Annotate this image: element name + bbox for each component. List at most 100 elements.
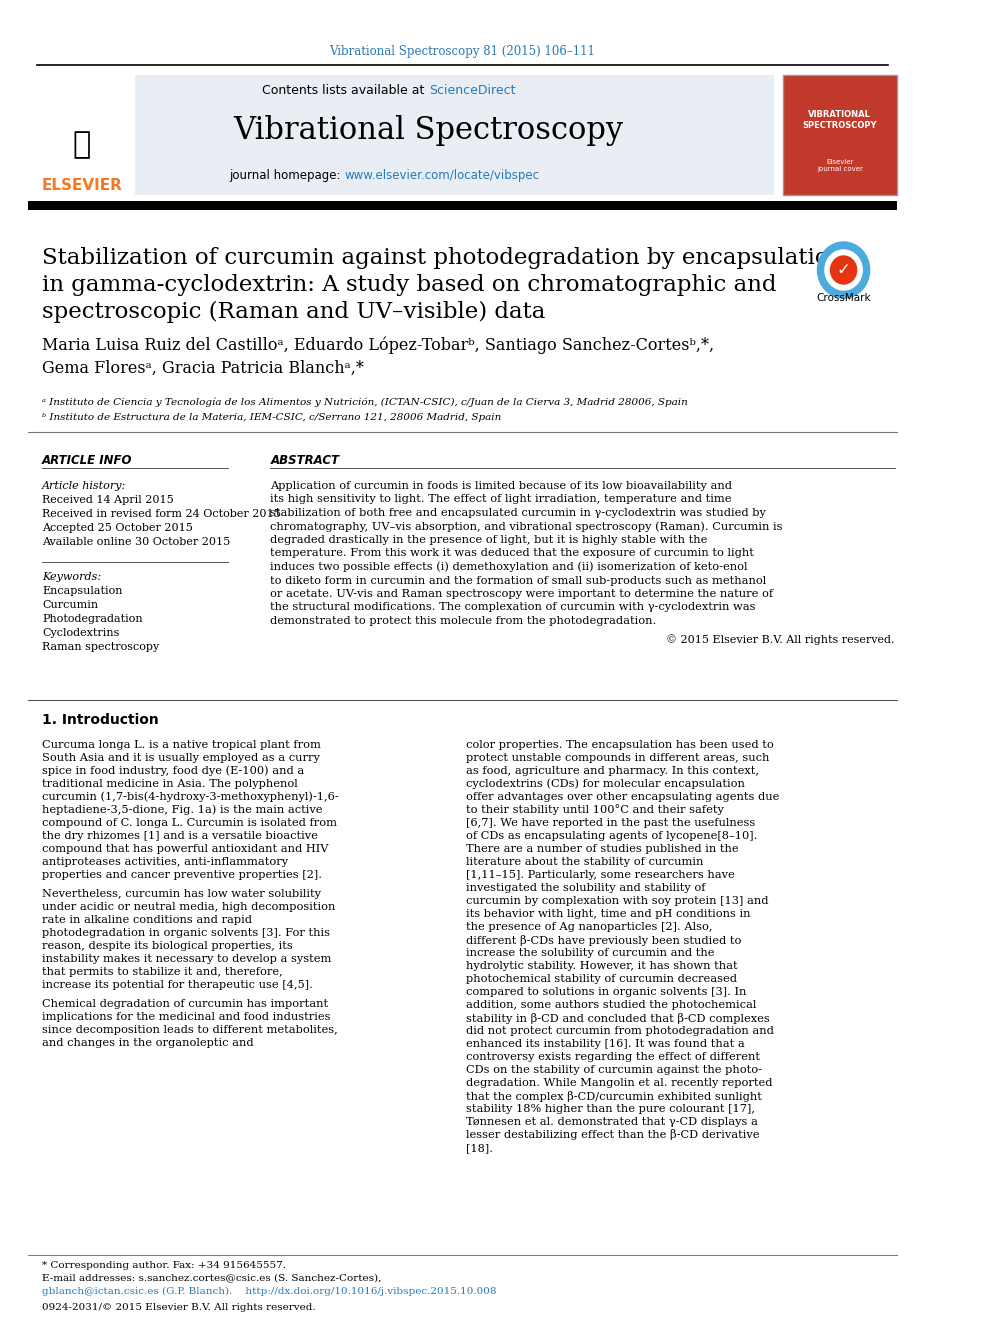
Text: Accepted 25 October 2015: Accepted 25 October 2015 xyxy=(42,523,192,533)
Text: under acidic or neutral media, high decomposition: under acidic or neutral media, high deco… xyxy=(42,902,335,912)
Text: and changes in the organoleptic and: and changes in the organoleptic and xyxy=(42,1039,254,1048)
Text: * Corresponding author. Fax: +34 915645557.: * Corresponding author. Fax: +34 9156455… xyxy=(42,1261,286,1270)
Text: photochemical stability of curcumin decreased: photochemical stability of curcumin decr… xyxy=(466,974,737,984)
Text: controversy exists regarding the effect of different: controversy exists regarding the effect … xyxy=(466,1052,760,1062)
Text: Received in revised form 24 October 2015: Received in revised form 24 October 2015 xyxy=(42,509,281,519)
Text: to their stability until 100°C and their safety: to their stability until 100°C and their… xyxy=(466,804,724,815)
Circle shape xyxy=(825,250,862,290)
Text: South Asia and it is usually employed as a curry: South Asia and it is usually employed as… xyxy=(42,753,319,763)
Text: instability makes it necessary to develop a system: instability makes it necessary to develo… xyxy=(42,954,331,964)
Text: degradation. While Mangolin et al. recently reported: degradation. While Mangolin et al. recen… xyxy=(466,1078,773,1088)
Text: Vibrational Spectroscopy 81 (2015) 106–111: Vibrational Spectroscopy 81 (2015) 106–1… xyxy=(329,45,595,58)
Text: implications for the medicinal and food industries: implications for the medicinal and food … xyxy=(42,1012,330,1021)
Text: compared to solutions in organic solvents [3]. In: compared to solutions in organic solvent… xyxy=(466,987,746,998)
Text: literature about the stability of curcumin: literature about the stability of curcum… xyxy=(466,857,703,867)
Text: that permits to stabilize it and, therefore,: that permits to stabilize it and, theref… xyxy=(42,967,283,976)
FancyBboxPatch shape xyxy=(28,75,774,194)
Text: Photodegradation: Photodegradation xyxy=(42,614,143,624)
Text: heptadiene-3,5-dione, Fig. 1a) is the main active: heptadiene-3,5-dione, Fig. 1a) is the ma… xyxy=(42,804,322,815)
Text: CrossMark: CrossMark xyxy=(816,292,871,303)
Text: 0924-2031/© 2015 Elsevier B.V. All rights reserved.: 0924-2031/© 2015 Elsevier B.V. All right… xyxy=(42,1303,315,1312)
Text: Gema Floresᵃ, Gracia Patricia Blanchᵃ,*: Gema Floresᵃ, Gracia Patricia Blanchᵃ,* xyxy=(42,360,364,377)
Text: E-mail addresses: s.sanchez.cortes@csic.es (S. Sanchez-Cortes),: E-mail addresses: s.sanchez.cortes@csic.… xyxy=(42,1274,381,1282)
Text: to diketo form in curcumin and the formation of small sub-products such as metha: to diketo form in curcumin and the forma… xyxy=(270,576,767,586)
Text: enhanced its instability [16]. It was found that a: enhanced its instability [16]. It was fo… xyxy=(466,1039,745,1049)
Bar xyxy=(28,201,897,210)
Text: Maria Luisa Ruiz del Castilloᵃ, Eduardo López-Tobarᵇ, Santiago Sanchez-Cortesᵇ,*: Maria Luisa Ruiz del Castilloᵃ, Eduardo … xyxy=(42,336,714,353)
Text: Encapsulation: Encapsulation xyxy=(42,586,122,595)
Text: or acetate. UV-vis and Raman spectroscopy were important to determine the nature: or acetate. UV-vis and Raman spectroscop… xyxy=(270,589,774,599)
Text: ARTICLE INFO: ARTICLE INFO xyxy=(42,454,133,467)
Text: the structural modifications. The complexation of curcumin with γ-cyclodextrin w: the structural modifications. The comple… xyxy=(270,602,756,613)
Text: did not protect curcumin from photodegradation and: did not protect curcumin from photodegra… xyxy=(466,1027,774,1036)
Text: stability 18% higher than the pure colourant [17],: stability 18% higher than the pure colou… xyxy=(466,1103,755,1114)
Text: lesser destabilizing effect than the β-CD derivative: lesser destabilizing effect than the β-C… xyxy=(466,1130,760,1140)
Text: [18].: [18]. xyxy=(466,1143,493,1154)
Text: temperature. From this work it was deduced that the exposure of curcumin to ligh: temperature. From this work it was deduc… xyxy=(270,549,754,558)
Text: spice in food industry, food dye (E-100) and a: spice in food industry, food dye (E-100)… xyxy=(42,766,305,777)
Text: Curcumin: Curcumin xyxy=(42,601,98,610)
Text: curcumin by complexation with soy protein [13] and: curcumin by complexation with soy protei… xyxy=(466,896,769,906)
Text: compound that has powerful antioxidant and HIV: compound that has powerful antioxidant a… xyxy=(42,844,328,855)
Text: ✓: ✓ xyxy=(836,261,850,279)
Text: curcumin (1,7-bis(4-hydroxy-3-methoxyphenyl)-1,6-: curcumin (1,7-bis(4-hydroxy-3-methoxyphe… xyxy=(42,791,338,802)
Text: Article history:: Article history: xyxy=(42,482,126,491)
Text: 🌳: 🌳 xyxy=(72,131,91,160)
Text: color properties. The encapsulation has been used to: color properties. The encapsulation has … xyxy=(466,740,774,750)
Text: addition, some authors studied the photochemical: addition, some authors studied the photo… xyxy=(466,1000,757,1009)
Text: rate in alkaline conditions and rapid: rate in alkaline conditions and rapid xyxy=(42,916,252,925)
Text: ScienceDirect: ScienceDirect xyxy=(429,83,515,97)
Text: Available online 30 October 2015: Available online 30 October 2015 xyxy=(42,537,230,546)
Text: 1. Introduction: 1. Introduction xyxy=(42,713,159,728)
Text: Vibrational Spectroscopy: Vibrational Spectroscopy xyxy=(234,115,624,146)
Text: [6,7]. We have reported in the past the usefulness: [6,7]. We have reported in the past the … xyxy=(466,818,755,828)
Text: Elsevier
journal cover: Elsevier journal cover xyxy=(817,159,863,172)
Text: as food, agriculture and pharmacy. In this context,: as food, agriculture and pharmacy. In th… xyxy=(466,766,759,777)
Text: stability in β-CD and concluded that β-CD complexes: stability in β-CD and concluded that β-C… xyxy=(466,1012,770,1024)
Text: increase the solubility of curcumin and the: increase the solubility of curcumin and … xyxy=(466,949,714,958)
Text: www.elsevier.com/locate/vibspec: www.elsevier.com/locate/vibspec xyxy=(345,168,540,181)
Text: Stabilization of curcumin against photodegradation by encapsulation: Stabilization of curcumin against photod… xyxy=(42,247,843,269)
Text: compound of C. longa L. Curcumin is isolated from: compound of C. longa L. Curcumin is isol… xyxy=(42,818,337,828)
Text: Tønnesen et al. demonstrated that γ-CD displays a: Tønnesen et al. demonstrated that γ-CD d… xyxy=(466,1117,758,1127)
Text: ᵇ Instituto de Estructura de la Materia, IEM-CSIC, c/Serrano 121, 28006 Madrid, : ᵇ Instituto de Estructura de la Materia,… xyxy=(42,414,501,422)
Text: the dry rhizomes [1] and is a versatile bioactive: the dry rhizomes [1] and is a versatile … xyxy=(42,831,317,841)
Text: the presence of Ag nanoparticles [2]. Also,: the presence of Ag nanoparticles [2]. Al… xyxy=(466,922,712,931)
Text: gblanch@ictan.csic.es (G.P. Blanch).    http://dx.doi.org/10.1016/j.vibspec.2015: gblanch@ictan.csic.es (G.P. Blanch). htt… xyxy=(42,1286,496,1295)
Text: offer advantages over other encapsulating agents due: offer advantages over other encapsulatin… xyxy=(466,792,780,802)
Text: Nevertheless, curcumin has low water solubility: Nevertheless, curcumin has low water sol… xyxy=(42,889,321,900)
Text: [1,11–15]. Particularly, some researchers have: [1,11–15]. Particularly, some researcher… xyxy=(466,871,735,880)
Text: Received 14 April 2015: Received 14 April 2015 xyxy=(42,495,174,505)
Text: properties and cancer preventive properties [2].: properties and cancer preventive propert… xyxy=(42,871,322,880)
Bar xyxy=(783,75,897,194)
Text: spectroscopic (Raman and UV–visible) data: spectroscopic (Raman and UV–visible) dat… xyxy=(42,300,546,323)
Text: Curcuma longa L. is a native tropical plant from: Curcuma longa L. is a native tropical pl… xyxy=(42,740,320,750)
Text: demonstrated to protect this molecule from the photodegradation.: demonstrated to protect this molecule fr… xyxy=(270,617,657,626)
Text: traditional medicine in Asia. The polyphenol: traditional medicine in Asia. The polyph… xyxy=(42,779,298,789)
Text: increase its potential for therapeutic use [4,5].: increase its potential for therapeutic u… xyxy=(42,980,312,990)
Circle shape xyxy=(817,242,870,298)
Text: degraded drastically in the presence of light, but it is highly stable with the: degraded drastically in the presence of … xyxy=(270,534,707,545)
Text: protect unstable compounds in different areas, such: protect unstable compounds in different … xyxy=(466,753,770,763)
Text: hydrolytic stability. However, it has shown that: hydrolytic stability. However, it has sh… xyxy=(466,960,738,971)
Text: VIBRATIONAL
SPECTROSCOPY: VIBRATIONAL SPECTROSCOPY xyxy=(803,110,877,130)
Text: induces two possible effects (i) demethoxylation and (ii) isomerization of keto-: induces two possible effects (i) demetho… xyxy=(270,562,748,573)
Text: that the complex β-CD/curcumin exhibited sunlight: that the complex β-CD/curcumin exhibited… xyxy=(466,1090,762,1102)
Text: ᵃ Instituto de Ciencia y Tecnología de los Alimentos y Nutrición, (ICTAN-CSIC), : ᵃ Instituto de Ciencia y Tecnología de l… xyxy=(42,397,687,406)
Text: Keywords:: Keywords: xyxy=(42,572,101,582)
Text: ELSEVIER: ELSEVIER xyxy=(42,177,122,193)
Text: since decomposition leads to different metabolites,: since decomposition leads to different m… xyxy=(42,1025,337,1035)
Text: cyclodextrins (CDs) for molecular encapsulation: cyclodextrins (CDs) for molecular encaps… xyxy=(466,779,745,790)
Text: photodegradation in organic solvents [3]. For this: photodegradation in organic solvents [3]… xyxy=(42,927,330,938)
Bar xyxy=(28,75,135,194)
Text: © 2015 Elsevier B.V. All rights reserved.: © 2015 Elsevier B.V. All rights reserved… xyxy=(667,634,895,644)
Text: its behavior with light, time and pH conditions in: its behavior with light, time and pH con… xyxy=(466,909,751,919)
Text: investigated the solubility and stability of: investigated the solubility and stabilit… xyxy=(466,882,705,893)
Text: in gamma-cyclodextrin: A study based on chromatographic and: in gamma-cyclodextrin: A study based on … xyxy=(42,274,777,296)
Text: reason, despite its biological properties, its: reason, despite its biological propertie… xyxy=(42,941,293,951)
Text: antiproteases activities, anti-inflammatory: antiproteases activities, anti-inflammat… xyxy=(42,857,288,867)
Text: of CDs as encapsulating agents of lycopene[8–10].: of CDs as encapsulating agents of lycope… xyxy=(466,831,758,841)
Text: ABSTRACT: ABSTRACT xyxy=(270,454,339,467)
Text: its high sensitivity to light. The effect of light irradiation, temperature and : its high sensitivity to light. The effec… xyxy=(270,495,732,504)
Text: Cyclodextrins: Cyclodextrins xyxy=(42,628,119,638)
